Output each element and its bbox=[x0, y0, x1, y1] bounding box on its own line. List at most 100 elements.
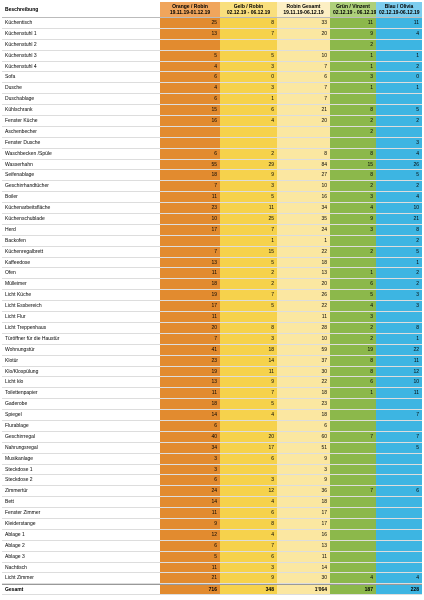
value-cell: 11 bbox=[330, 18, 376, 28]
value-cell: 8 bbox=[330, 366, 376, 377]
value-cell: 26 bbox=[376, 159, 422, 170]
value-cell: 7 bbox=[220, 28, 277, 39]
value-cell: 10 bbox=[277, 181, 330, 192]
value-cell: 4 bbox=[220, 529, 277, 540]
value-cell: 25 bbox=[220, 214, 277, 224]
value-cell: 14 bbox=[160, 410, 220, 420]
value-cell: 5 bbox=[220, 50, 277, 61]
value-cell: 41 bbox=[160, 344, 220, 355]
value-cell: 3 bbox=[220, 83, 277, 94]
value-cell bbox=[376, 508, 422, 518]
table-row: Licht Treppenhaus 20 8 28 2 8 bbox=[2, 322, 422, 334]
total-cell: 228 bbox=[376, 585, 422, 595]
value-cell: 9 bbox=[330, 214, 376, 224]
value-cell: 11 bbox=[160, 312, 220, 322]
value-cell: 4 bbox=[220, 410, 277, 420]
value-cell: 8 bbox=[330, 355, 376, 366]
row-label: Steckdose 1 bbox=[5, 466, 33, 473]
value-cell bbox=[376, 529, 422, 540]
value-cell: 17 bbox=[277, 518, 330, 529]
value-cell: 1 bbox=[376, 83, 422, 94]
value-cell: 6 bbox=[220, 551, 277, 562]
table-row: Ablage 3 5 6 11 bbox=[2, 551, 422, 563]
row-label: Licht Flur bbox=[5, 314, 26, 321]
value-cell: 34 bbox=[277, 203, 330, 214]
value-cell bbox=[376, 420, 422, 431]
total-cell: 348 bbox=[220, 585, 277, 595]
total-cell: 187 bbox=[330, 585, 376, 595]
value-cell: 6 bbox=[160, 540, 220, 551]
value-cell: 11 bbox=[160, 388, 220, 399]
row-label: Küchenstuhl 2 bbox=[5, 41, 37, 48]
value-cell: 17 bbox=[277, 508, 330, 518]
value-cell: 5 bbox=[376, 170, 422, 181]
table-row: Licht klo 13 9 22 6 10 bbox=[2, 377, 422, 389]
value-cell: 22 bbox=[277, 246, 330, 257]
value-cell: 3 bbox=[330, 72, 376, 83]
value-cell bbox=[330, 420, 376, 431]
value-cell: 33 bbox=[277, 18, 330, 28]
value-cell: 8 bbox=[277, 148, 330, 159]
value-cell: 14 bbox=[277, 562, 330, 573]
value-cell: 1 bbox=[330, 268, 376, 279]
value-cell bbox=[330, 475, 376, 486]
value-cell: 11 bbox=[220, 203, 277, 214]
value-cell: 9 bbox=[220, 170, 277, 181]
table-row: Küchenschublade 10 25 35 9 21 bbox=[2, 214, 422, 225]
value-cell: 2 bbox=[330, 181, 376, 192]
row-label: Küchenschublade bbox=[5, 216, 45, 223]
value-cell: 4 bbox=[330, 573, 376, 584]
value-cell: 18 bbox=[160, 399, 220, 410]
value-cell: 1 bbox=[376, 50, 422, 61]
row-label: Küchentisch bbox=[5, 20, 33, 26]
value-cell: 5 bbox=[160, 50, 220, 61]
value-cell: 5 bbox=[376, 105, 422, 116]
table-row: Spiegel 14 4 18 7 bbox=[2, 410, 422, 421]
value-cell bbox=[376, 551, 422, 562]
row-label: Küchenstuhl 3 bbox=[5, 52, 37, 59]
table-row: Klo/Klospülung 19 11 30 8 12 bbox=[2, 366, 422, 378]
row-label: Kleiderstange bbox=[5, 520, 36, 527]
table-row: Musikanlage 3 6 9 bbox=[2, 453, 422, 465]
value-cell: 30 bbox=[277, 366, 330, 377]
table-row: Küchenarbeitsfläche 23 11 34 4 10 bbox=[2, 203, 422, 215]
value-cell: 11 bbox=[160, 562, 220, 573]
value-cell: 1 bbox=[330, 61, 376, 72]
value-cell: 2 bbox=[220, 268, 277, 279]
table-row: Mülleimer 18 2 20 6 2 bbox=[2, 279, 422, 291]
value-cell bbox=[376, 94, 422, 105]
value-cell: 3 bbox=[376, 137, 422, 148]
value-cell bbox=[330, 518, 376, 529]
row-label: Kühlschrank bbox=[5, 107, 33, 114]
value-cell: 22 bbox=[277, 301, 330, 312]
row-label: Mülleimer bbox=[5, 281, 27, 288]
table-row: Küchenstuhl 3 5 5 10 1 1 bbox=[2, 50, 422, 62]
value-cell: 17 bbox=[160, 301, 220, 312]
table-row: Nachtisch 11 3 14 bbox=[2, 562, 422, 574]
value-cell: 6 bbox=[220, 453, 277, 464]
row-label: Duschablage bbox=[5, 96, 35, 103]
value-cell bbox=[330, 529, 376, 540]
value-cell: 5 bbox=[220, 399, 277, 410]
header-cell: Grün / Vinzent 02.12.19 - 06.12.19 bbox=[330, 2, 376, 17]
table-row: Gaderobe 18 5 23 bbox=[2, 399, 422, 411]
value-cell: 5 bbox=[330, 290, 376, 301]
value-cell: 2 bbox=[330, 116, 376, 126]
row-label: Licht Essbereich bbox=[5, 303, 42, 310]
header-cell: Gelb / Robin 02.12.19 - 06.12.19 bbox=[220, 2, 277, 17]
value-cell bbox=[330, 94, 376, 105]
value-cell bbox=[376, 562, 422, 573]
value-cell: 28 bbox=[277, 322, 330, 333]
value-cell bbox=[330, 137, 376, 148]
value-cell: 21 bbox=[277, 105, 330, 116]
value-cell bbox=[376, 39, 422, 50]
value-cell: 1 bbox=[330, 50, 376, 61]
value-cell: 16 bbox=[277, 529, 330, 540]
value-cell bbox=[330, 257, 376, 268]
row-label: Licht Küche bbox=[5, 292, 32, 299]
row-label: Nachtisch bbox=[5, 564, 27, 571]
value-cell: 8 bbox=[376, 322, 422, 333]
value-cell: 2 bbox=[376, 279, 422, 290]
value-cell: 4 bbox=[330, 203, 376, 214]
